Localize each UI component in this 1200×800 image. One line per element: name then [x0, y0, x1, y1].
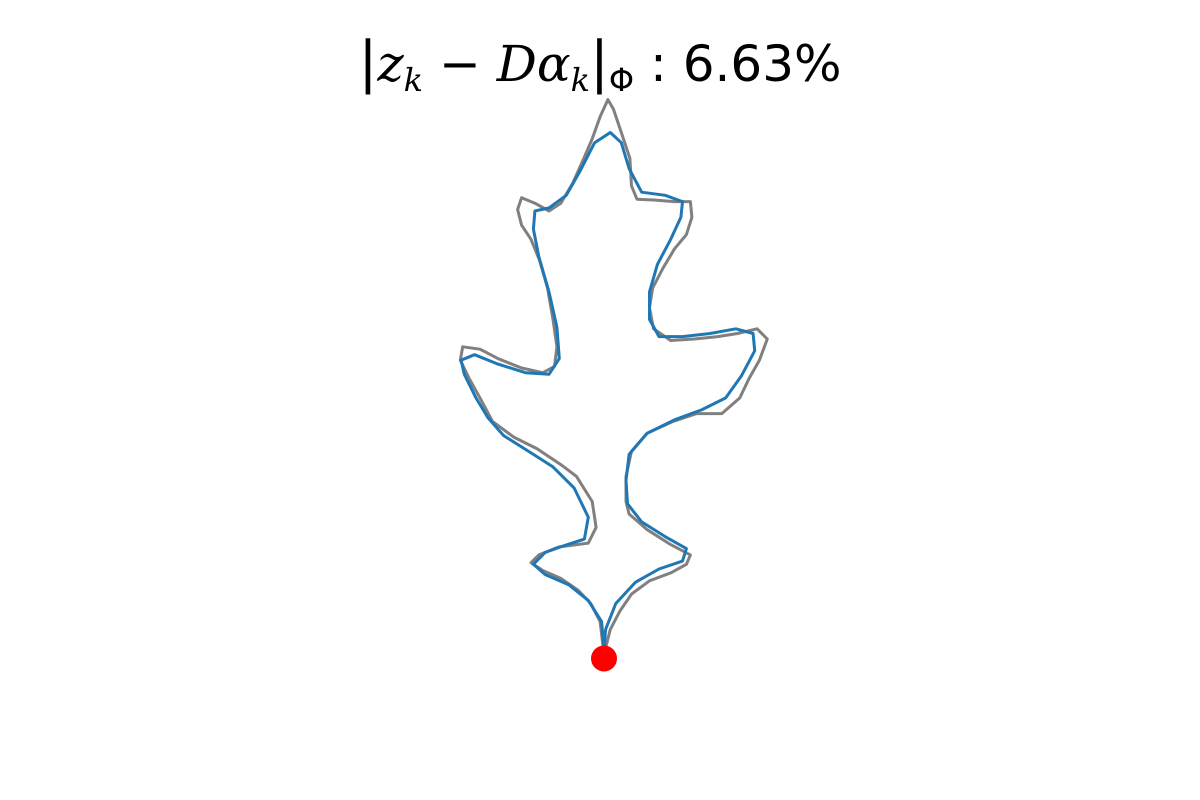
start-point-marker	[591, 645, 617, 672]
title-norm-subscript: Φ	[608, 61, 635, 99]
title-d: D	[496, 35, 537, 93]
title-alpha: α	[536, 35, 571, 93]
title-close-bar: |	[590, 30, 609, 95]
original-contour-line	[458, 98, 769, 656]
title-open-bar: |	[358, 30, 378, 95]
title-alpha-subscript: k	[570, 61, 590, 99]
title-minus: −	[423, 35, 497, 93]
chart-title: |zk − Dαk|Φ : 6.63%	[0, 28, 1200, 99]
title-z-subscript: k	[403, 61, 424, 99]
title-separator: :	[634, 35, 683, 93]
reconstruction-contour-line	[459, 131, 757, 653]
title-value: 6.63%	[682, 35, 842, 93]
title-z: z	[377, 35, 404, 93]
